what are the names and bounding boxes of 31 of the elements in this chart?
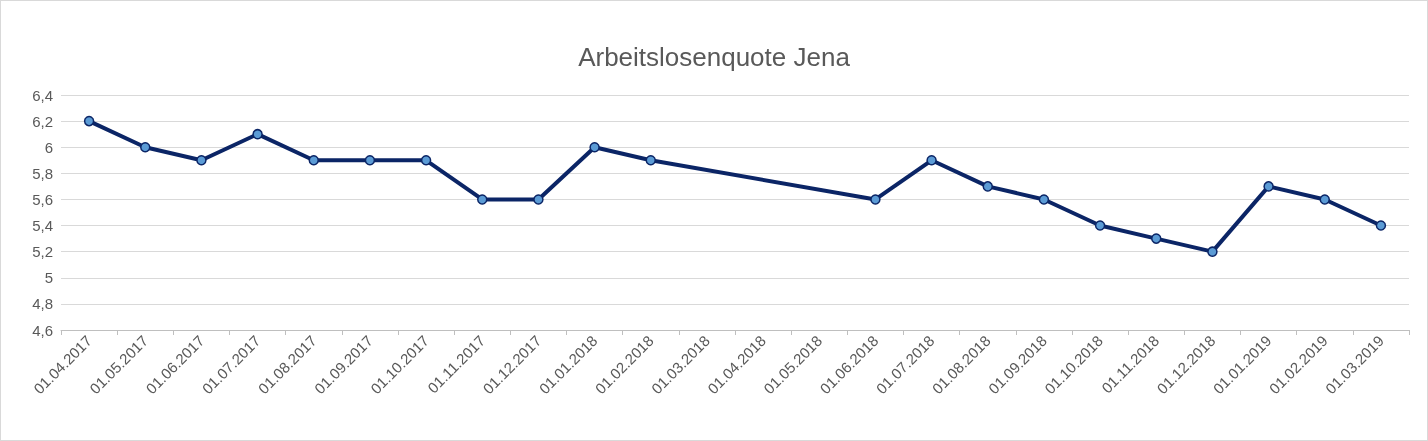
- point: [926, 155, 937, 166]
- point: [477, 194, 488, 205]
- y-tick-label: 4,8: [32, 295, 53, 313]
- point: [645, 155, 656, 166]
- point: [1151, 233, 1162, 244]
- point: [140, 141, 151, 153]
- y-tick-label: 5: [44, 269, 53, 287]
- point: [308, 155, 319, 166]
- y-tick-label: 5,8: [32, 164, 53, 182]
- point: [982, 181, 993, 192]
- point: [589, 141, 600, 153]
- point: [1319, 194, 1330, 205]
- y-tick-label: 5,6: [32, 190, 53, 208]
- chart-title: Arbeitslosenquote Jena: [578, 42, 851, 72]
- point: [1094, 220, 1106, 231]
- point: [1263, 181, 1274, 192]
- point: [533, 194, 544, 205]
- point: [420, 155, 432, 166]
- point: [364, 155, 376, 166]
- point: [1207, 246, 1218, 257]
- point: [196, 155, 207, 166]
- point: [1038, 194, 1050, 205]
- point: [252, 128, 263, 140]
- y-tick-label: 6,4: [32, 86, 53, 104]
- point: [83, 115, 95, 127]
- y-tick-label: 5,4: [32, 217, 53, 235]
- y-tick-label: 6,2: [32, 112, 53, 130]
- point: [870, 194, 881, 205]
- y-tick-label: 5,2: [32, 243, 53, 261]
- y-tick-label: 6: [44, 138, 53, 156]
- point: [1375, 220, 1387, 231]
